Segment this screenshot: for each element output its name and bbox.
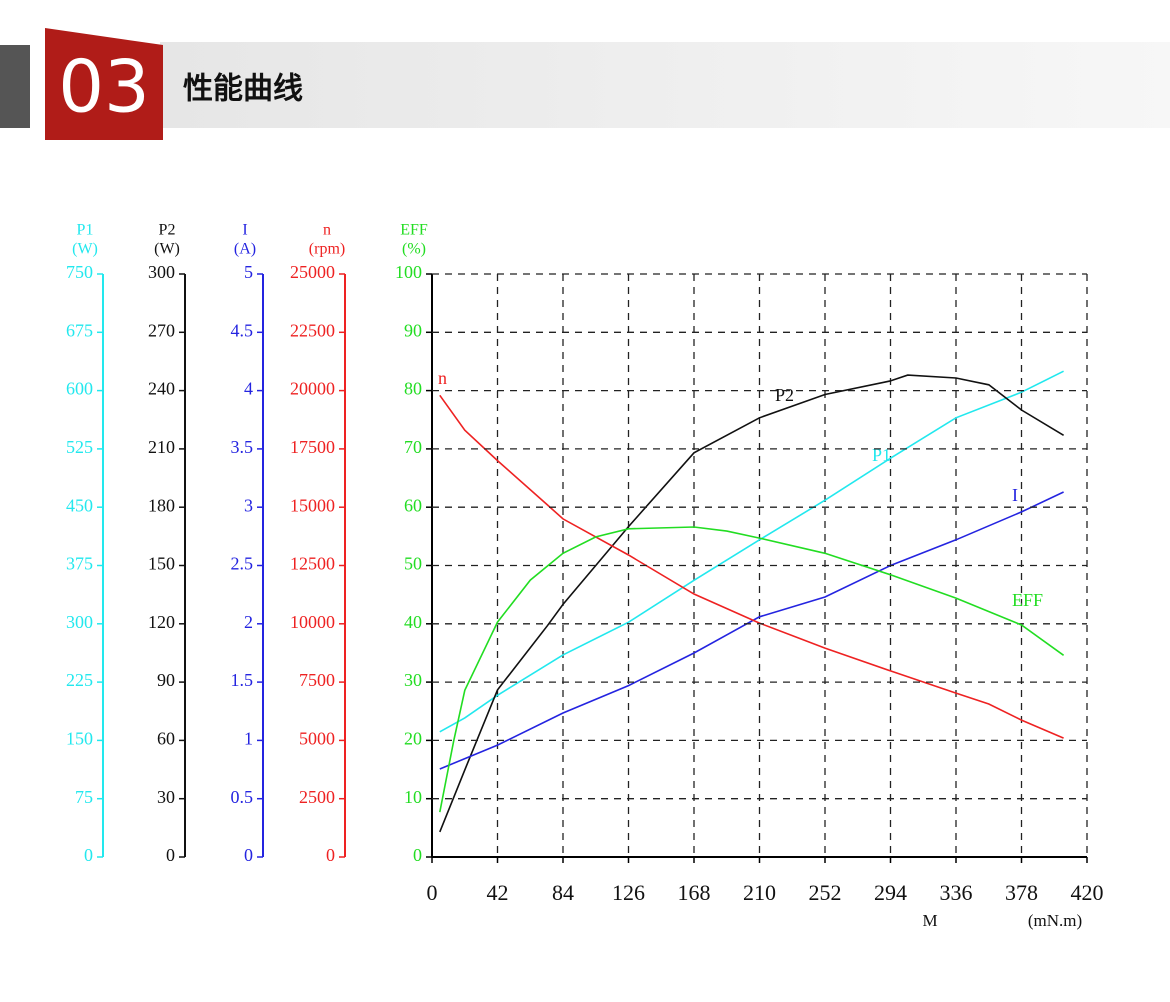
axis-name: P1 xyxy=(77,222,94,239)
x-tick-label: 336 xyxy=(940,880,973,905)
x-tick-label: 126 xyxy=(612,880,645,905)
y-tick-label: 150 xyxy=(66,729,93,749)
series-label: P2 xyxy=(775,385,794,405)
y-tick-label: 90 xyxy=(157,670,175,690)
y-tick-label: 20000 xyxy=(290,379,335,399)
y-tick-label: 5000 xyxy=(299,729,335,749)
y-tick-label: 60 xyxy=(404,495,422,515)
x-tick-label: 420 xyxy=(1071,880,1104,905)
y-tick-label: 675 xyxy=(66,320,93,340)
series-line xyxy=(439,526,1065,813)
header-badge xyxy=(45,28,163,140)
y-tick-label: 3 xyxy=(244,495,253,515)
axis-name: EFF xyxy=(400,222,428,239)
y-tick-label: 17500 xyxy=(290,437,335,457)
axis-name: n xyxy=(323,222,331,239)
y-tick-label: 180 xyxy=(148,495,175,515)
y-tick-label: 7500 xyxy=(299,670,335,690)
y-tick-label: 3.5 xyxy=(231,437,254,457)
series-line xyxy=(439,394,1064,739)
header-edge xyxy=(0,45,30,128)
y-tick-label: 0 xyxy=(244,845,253,865)
x-axis-unit: (mN.m) xyxy=(1028,911,1082,930)
axis-unit: (W) xyxy=(154,241,180,258)
y-tick-label: 20 xyxy=(404,729,422,749)
y-tick-label: 40 xyxy=(404,612,422,632)
y-tick-label: 4 xyxy=(244,379,253,399)
series-label: I xyxy=(1012,485,1018,505)
x-axis-label: M xyxy=(922,911,937,930)
x-tick-label: 0 xyxy=(427,880,438,905)
y-tick-label: 10 xyxy=(404,787,422,807)
axis-unit: (W) xyxy=(72,241,98,258)
y-tick-label: 750 xyxy=(66,262,93,282)
y-tick-label: 0 xyxy=(84,845,93,865)
y-tick-label: 0 xyxy=(326,845,335,865)
y-tick-label: 240 xyxy=(148,379,175,399)
series-line xyxy=(439,370,1064,733)
y-tick-label: 50 xyxy=(404,554,422,574)
y-tick-label: 150 xyxy=(148,554,175,574)
header-number: 03 xyxy=(58,45,150,129)
y-tick-label: 0.5 xyxy=(231,787,254,807)
header-bar xyxy=(160,42,1170,128)
y-tick-label: 4.5 xyxy=(231,320,254,340)
x-tick-label: 378 xyxy=(1005,880,1038,905)
y-tick-label: 25000 xyxy=(290,262,335,282)
y-tick-label: 10000 xyxy=(290,612,335,632)
y-tick-label: 2.5 xyxy=(231,554,254,574)
y-tick-label: 2500 xyxy=(299,787,335,807)
y-tick-label: 300 xyxy=(66,612,93,632)
axis-name: I xyxy=(242,222,247,239)
y-tick-label: 80 xyxy=(404,379,422,399)
y-tick-label: 225 xyxy=(66,670,93,690)
y-tick-label: 5 xyxy=(244,262,253,282)
series-label: n xyxy=(438,368,447,388)
x-tick-label: 84 xyxy=(552,880,574,905)
y-tick-label: 22500 xyxy=(290,320,335,340)
x-tick-label: 168 xyxy=(678,880,711,905)
y-tick-label: 30 xyxy=(404,670,422,690)
y-tick-label: 300 xyxy=(148,262,175,282)
y-tick-label: 1.5 xyxy=(231,670,254,690)
y-tick-label: 70 xyxy=(404,437,422,457)
x-tick-label: 252 xyxy=(809,880,842,905)
y-tick-label: 100 xyxy=(395,262,422,282)
axis-unit: (A) xyxy=(234,241,256,258)
y-tick-label: 15000 xyxy=(290,495,335,515)
y-tick-label: 60 xyxy=(157,729,175,749)
y-tick-label: 12500 xyxy=(290,554,335,574)
series-label: P1 xyxy=(872,445,891,465)
x-tick-label: 42 xyxy=(487,880,509,905)
y-tick-label: 600 xyxy=(66,379,93,399)
y-tick-label: 0 xyxy=(166,845,175,865)
y-tick-label: 210 xyxy=(148,437,175,457)
x-tick-label: 210 xyxy=(743,880,776,905)
y-tick-label: 30 xyxy=(157,787,175,807)
y-tick-label: 120 xyxy=(148,612,175,632)
series-line xyxy=(439,491,1064,770)
x-tick-label: 294 xyxy=(874,880,907,905)
y-tick-label: 450 xyxy=(66,495,93,515)
axis-name: P2 xyxy=(159,222,176,239)
header-title: 性能曲线 xyxy=(183,72,303,107)
y-tick-label: 75 xyxy=(75,787,93,807)
y-tick-label: 90 xyxy=(404,320,422,340)
y-tick-label: 2 xyxy=(244,612,253,632)
y-tick-label: 375 xyxy=(66,554,93,574)
y-tick-label: 270 xyxy=(148,320,175,340)
axis-unit: (%) xyxy=(402,241,426,258)
y-tick-label: 525 xyxy=(66,437,93,457)
series-line xyxy=(439,374,1065,833)
y-tick-label: 1 xyxy=(244,729,253,749)
series-label: EFF xyxy=(1012,590,1043,610)
axis-unit: (rpm) xyxy=(309,241,345,258)
y-tick-label: 0 xyxy=(413,845,422,865)
